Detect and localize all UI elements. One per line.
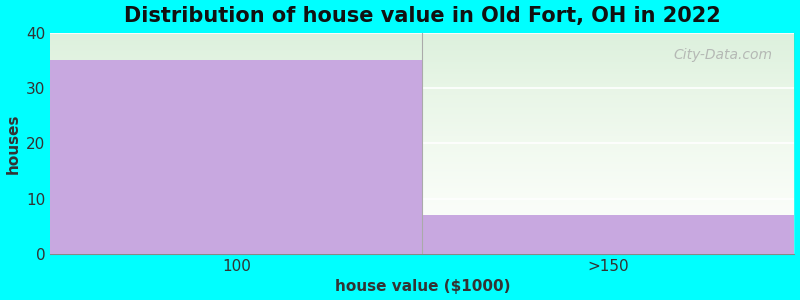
X-axis label: house value ($1000): house value ($1000) (334, 279, 510, 294)
Text: City-Data.com: City-Data.com (673, 48, 772, 62)
Title: Distribution of house value in Old Fort, OH in 2022: Distribution of house value in Old Fort,… (124, 6, 721, 26)
Y-axis label: houses: houses (6, 113, 21, 174)
Bar (50, 60, 422, 254)
Bar (422, 215, 794, 254)
